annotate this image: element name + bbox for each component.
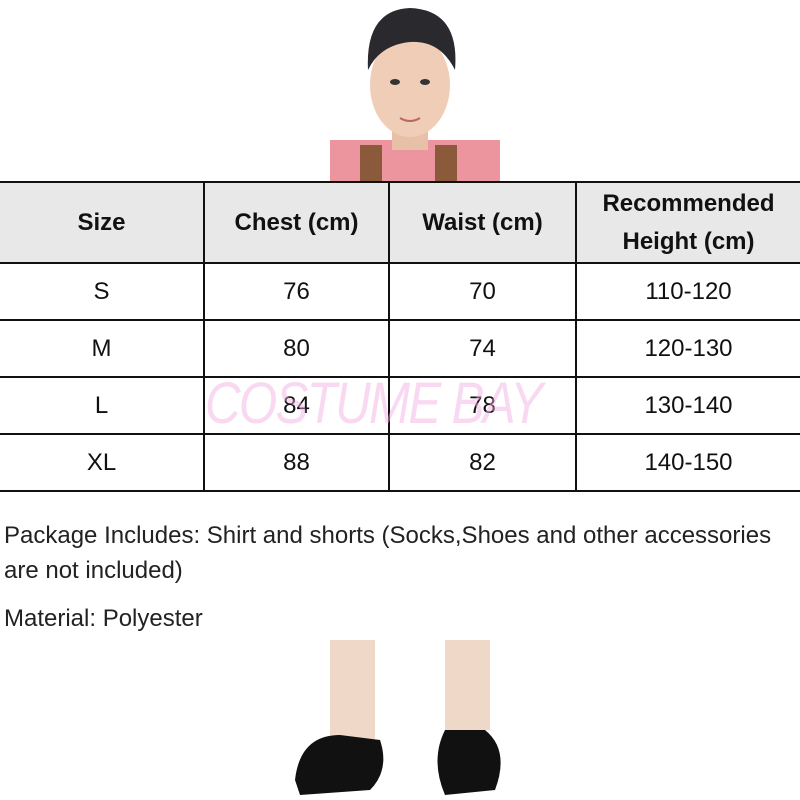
cell-height: 120-130 [575,319,800,378]
cell-size: XL [0,433,205,492]
cell-chest: 88 [203,433,390,492]
cell-waist: 70 [388,262,577,321]
cell-size: L [0,376,205,435]
package-includes-text: Package Includes: Shirt and shorts (Sock… [4,522,772,584]
cell-size: M [0,319,205,378]
header-height: Recommended Height (cm) [575,181,800,264]
watermark: COSTUME BAY [205,371,543,436]
table-header-row: Size Chest (cm) Waist (cm) Recommended H… [0,181,800,264]
cell-chest: 84 [203,376,390,435]
cell-waist: 82 [388,433,577,492]
table-row: M 80 74 120-130 [0,319,800,378]
cell-height: 140-150 [575,433,800,492]
boy-photo-legs [295,640,501,795]
boy-photo-top [330,8,500,185]
material-text: Material: Polyester [4,605,203,632]
cell-height: 130-140 [575,376,800,435]
cell-chest: 76 [203,262,390,321]
cell-waist: 74 [388,319,577,378]
size-chart-table: Size Chest (cm) Waist (cm) Recommended H… [0,181,800,492]
header-size: Size [0,181,205,264]
table-row: L 84 78 130-140 [0,376,800,435]
header-waist: Waist (cm) [388,181,577,264]
cell-chest: 80 [203,319,390,378]
table-row: XL 88 82 140-150 [0,433,800,492]
header-chest: Chest (cm) [203,181,390,264]
cell-height: 110-120 [575,262,800,321]
cell-size: S [0,262,205,321]
table-row: S 76 70 110-120 [0,262,800,321]
cell-waist: 78 [388,376,577,435]
